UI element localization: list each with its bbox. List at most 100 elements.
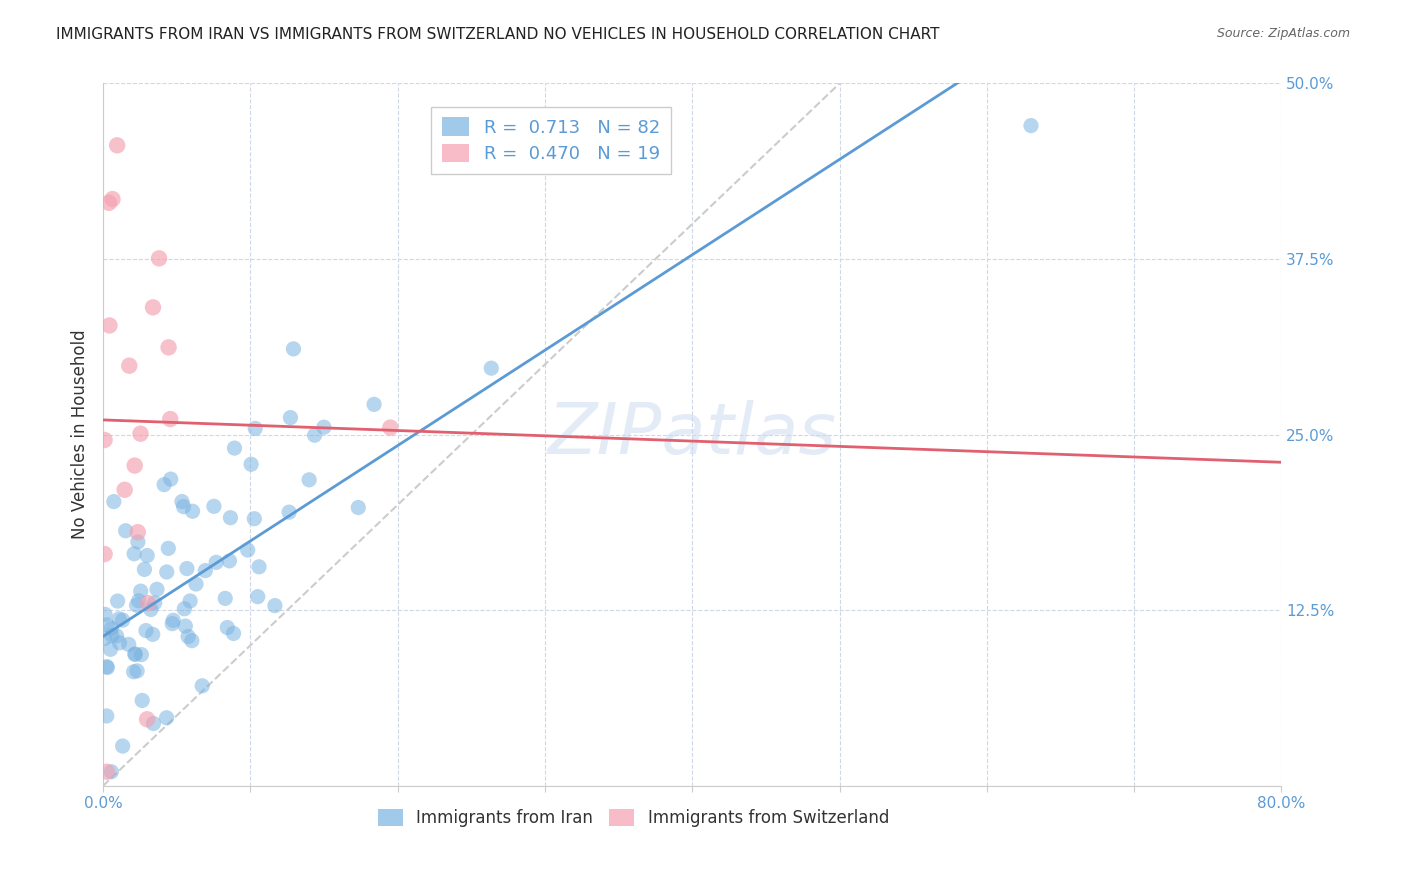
Immigrants from Switzerland (124, 458, 146, 473)
Immigrants from Iran (143, 596, 166, 610)
Immigrants from Iran (222, 626, 245, 640)
Immigrants from Iran (142, 627, 165, 641)
Immigrants from Iran (191, 679, 214, 693)
Immigrants from Switzerland (148, 252, 170, 266)
Immigrants from Iran (100, 642, 122, 657)
Immigrants from Switzerland (136, 596, 159, 610)
Immigrants from Switzerland (96, 764, 118, 779)
Immigrants from Switzerland (101, 192, 124, 206)
Immigrants from Iran (214, 591, 236, 606)
Immigrants from Switzerland (105, 138, 128, 153)
Immigrants from Iran (139, 602, 162, 616)
Immigrants from Iran (107, 594, 129, 608)
Immigrants from Iran (278, 505, 301, 519)
Text: ZIPatlas: ZIPatlas (548, 401, 837, 469)
Immigrants from Iran (363, 397, 385, 411)
Immigrants from Switzerland (127, 525, 149, 540)
Immigrants from Iran (194, 564, 217, 578)
Immigrants from Iran (170, 494, 193, 508)
Immigrants from Switzerland (98, 195, 121, 210)
Immigrants from Iran (202, 500, 225, 514)
Immigrants from Iran (245, 421, 267, 435)
Immigrants from Iran (96, 617, 118, 632)
Immigrants from Iran (236, 543, 259, 558)
Immigrants from Iran (127, 535, 149, 549)
Immigrants from Iran (108, 612, 131, 626)
Immigrants from Iran (177, 630, 200, 644)
Immigrants from Iran (135, 624, 157, 638)
Immigrants from Iran (124, 647, 146, 661)
Immigrants from Iran (153, 477, 176, 491)
Immigrants from Iran (103, 494, 125, 508)
Immigrants from Switzerland (118, 359, 141, 373)
Immigrants from Iran (100, 764, 122, 779)
Immigrants from Iran (298, 473, 321, 487)
Immigrants from Iran (108, 636, 131, 650)
Immigrants from Iran (247, 559, 270, 574)
Immigrants from Iran (156, 565, 179, 579)
Immigrants from Iran (246, 590, 269, 604)
Immigrants from Iran (219, 510, 242, 524)
Immigrants from Switzerland (159, 412, 181, 426)
Immigrants from Iran (159, 472, 181, 486)
Immigrants from Iran (125, 598, 148, 612)
Immigrants from Iran (111, 613, 134, 627)
Immigrants from Iran (283, 342, 305, 356)
Immigrants from Iran (105, 629, 128, 643)
Legend: Immigrants from Iran, Immigrants from Switzerland: Immigrants from Iran, Immigrants from Sw… (371, 802, 896, 834)
Immigrants from Switzerland (142, 301, 165, 315)
Immigrants from Iran (162, 616, 184, 631)
Immigrants from Switzerland (157, 340, 180, 354)
Immigrants from Iran (93, 632, 115, 646)
Immigrants from Iran (101, 628, 124, 642)
Text: IMMIGRANTS FROM IRAN VS IMMIGRANTS FROM SWITZERLAND NO VEHICLES IN HOUSEHOLD COR: IMMIGRANTS FROM IRAN VS IMMIGRANTS FROM … (56, 27, 939, 42)
Immigrants from Iran (129, 584, 152, 599)
Immigrants from Iran (180, 633, 202, 648)
Immigrants from Iran (131, 648, 153, 662)
Immigrants from Iran (243, 512, 266, 526)
Immigrants from Iran (173, 601, 195, 615)
Immigrants from Iran (205, 555, 228, 569)
Immigrants from Iran (128, 594, 150, 608)
Immigrants from Iran (136, 549, 159, 563)
Immigrants from Iran (96, 659, 118, 673)
Immigrants from Iran (94, 607, 117, 622)
Immigrants from Switzerland (380, 420, 402, 434)
Immigrants from Iran (181, 504, 204, 518)
Immigrants from Iran (217, 620, 239, 634)
Immigrants from Iran (122, 665, 145, 679)
Immigrants from Iran (134, 562, 156, 576)
Immigrants from Iran (127, 664, 149, 678)
Text: Source: ZipAtlas.com: Source: ZipAtlas.com (1216, 27, 1350, 40)
Immigrants from Iran (479, 361, 502, 376)
Immigrants from Switzerland (114, 483, 136, 497)
Immigrants from Iran (312, 420, 335, 434)
Immigrants from Iran (240, 457, 263, 471)
Immigrants from Iran (184, 577, 207, 591)
Immigrants from Iran (122, 547, 145, 561)
Immigrants from Iran (142, 716, 165, 731)
Immigrants from Iran (173, 500, 195, 514)
Immigrants from Switzerland (93, 433, 115, 447)
Immigrants from Iran (347, 500, 370, 515)
Immigrants from Iran (304, 428, 326, 442)
Immigrants from Iran (100, 621, 122, 635)
Immigrants from Iran (1019, 119, 1042, 133)
Immigrants from Iran (155, 711, 177, 725)
Immigrants from Iran (146, 582, 169, 597)
Immigrants from Iran (114, 524, 136, 538)
Immigrants from Iran (118, 637, 141, 651)
Immigrants from Iran (131, 693, 153, 707)
Immigrants from Iran (96, 660, 118, 674)
Immigrants from Iran (111, 739, 134, 753)
Immigrants from Iran (124, 647, 146, 661)
Immigrants from Switzerland (98, 318, 121, 333)
Immigrants from Iran (162, 613, 184, 627)
Immigrants from Switzerland (129, 426, 152, 441)
Y-axis label: No Vehicles in Household: No Vehicles in Household (72, 330, 89, 540)
Immigrants from Switzerland (93, 547, 115, 561)
Immigrants from Iran (176, 561, 198, 575)
Immigrants from Iran (224, 441, 246, 455)
Immigrants from Iran (157, 541, 180, 556)
Immigrants from Iran (174, 619, 197, 633)
